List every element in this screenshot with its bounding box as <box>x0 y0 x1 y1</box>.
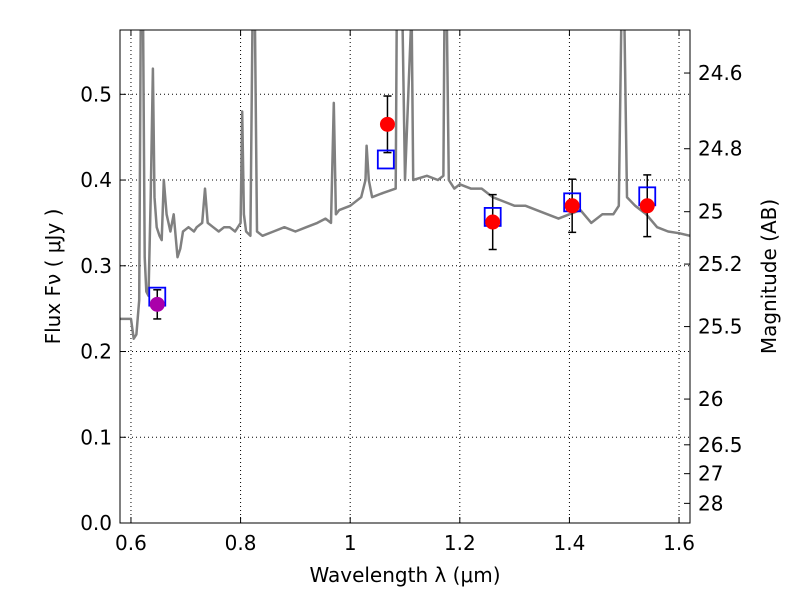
plot-area <box>120 30 690 340</box>
y-tick-label: 0.4 <box>80 168 112 192</box>
observed-flux-point <box>639 198 655 214</box>
mag-tick-label: 25.2 <box>698 252 743 276</box>
model-photometry-point <box>376 149 395 170</box>
y-tick-label: 0.5 <box>80 82 112 106</box>
mag-tick-label: 24.6 <box>698 61 743 85</box>
plot-frame <box>119 29 691 524</box>
x-tick-label: 1 <box>344 531 357 555</box>
model-spectrum-line <box>120 30 690 340</box>
x-tick-label: 1.6 <box>663 531 695 555</box>
mag-tick-label: 24.8 <box>698 137 743 161</box>
y-tick-label: 0.3 <box>80 254 112 278</box>
x-tick-label: 0.8 <box>225 531 257 555</box>
mag-tick-label: 27 <box>698 462 723 486</box>
x-tick-label: 1.4 <box>554 531 586 555</box>
mag-tick-label: 28 <box>698 491 723 515</box>
mag-tick-label: 25.5 <box>698 315 743 339</box>
mag-tick-label: 25 <box>698 200 723 224</box>
observed-flux-point <box>485 214 501 230</box>
x-axis-label: Wavelength λ (μm) <box>309 563 500 587</box>
observed-flux-point <box>149 296 165 312</box>
y-tick-label: 0.2 <box>80 340 112 364</box>
observed-flux-point <box>379 116 395 132</box>
y-axis-label: Flux Fν ( μJy ) <box>41 209 65 345</box>
y-tick-label: 0.1 <box>80 425 112 449</box>
observed-flux-point <box>564 198 580 214</box>
x-tick-label: 1.2 <box>444 531 476 555</box>
y-tick-label: 0.0 <box>80 511 112 535</box>
ticks: 0.6 0.8 1 1.2 1.4 1.6 0.0 0.1 0.2 0.3 0.4 0.5 24.6 24… <box>80 30 743 555</box>
mag-tick-label: 26 <box>698 387 723 411</box>
mag-tick-label: 26.5 <box>698 433 743 457</box>
y2-axis-label: Magnitude (AB) <box>757 199 781 354</box>
x-tick-label: 0.6 <box>115 531 147 555</box>
